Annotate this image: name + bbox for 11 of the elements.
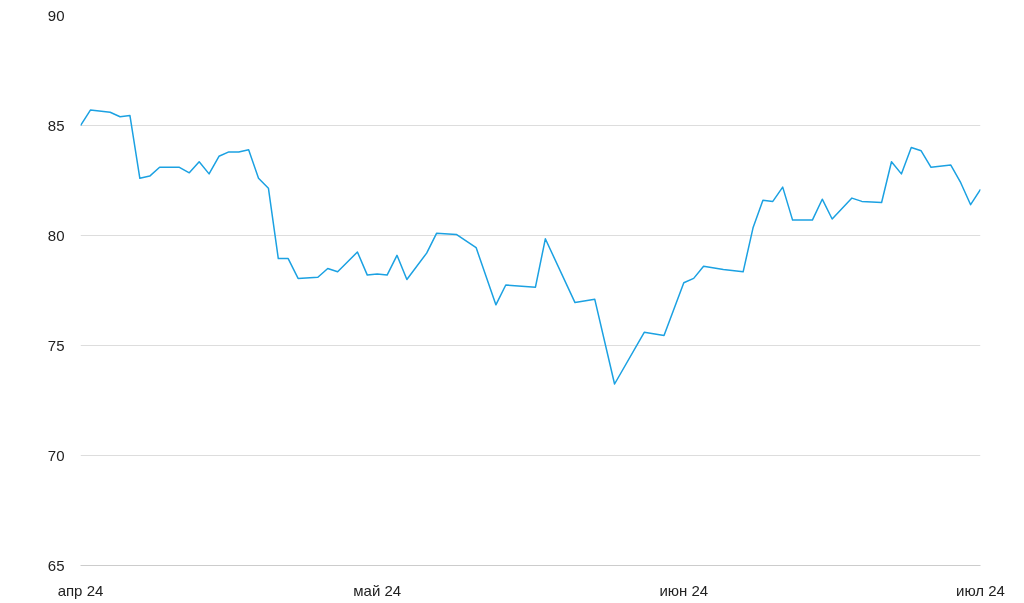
y-tick-label: 65 (47, 556, 65, 574)
y-tick-label: 75 (47, 336, 65, 354)
y-tick-label: 90 (47, 6, 65, 24)
x-tick-label: май 24 (353, 581, 402, 599)
y-tick-label: 70 (47, 446, 65, 464)
x-tick-label: июн 24 (659, 581, 709, 599)
y-tick-label: 80 (47, 226, 65, 244)
line-series (80, 109, 981, 385)
x-tick-label: апр 24 (57, 581, 104, 599)
y-tick-label: 85 (47, 116, 65, 134)
x-tick-label: июл 24 (956, 581, 1005, 599)
